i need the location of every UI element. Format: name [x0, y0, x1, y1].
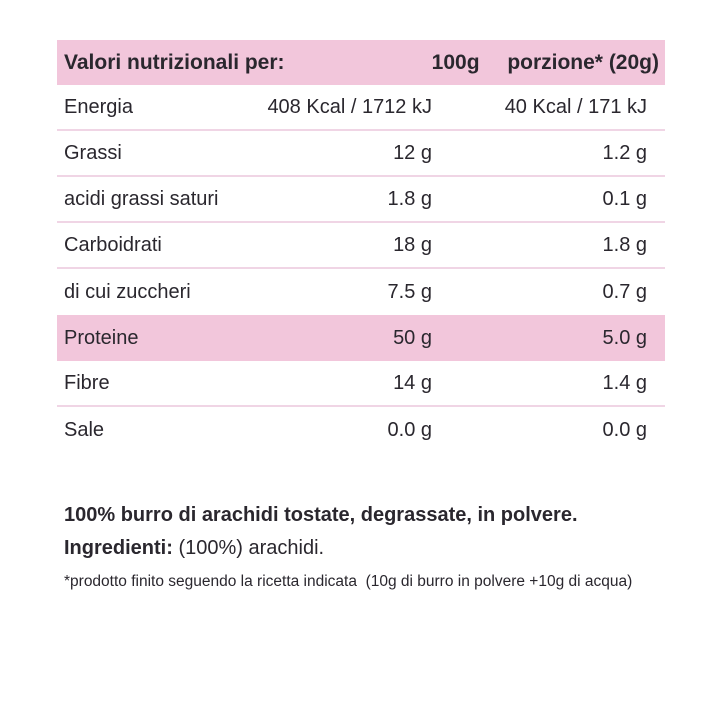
row-value-100g: 408 Kcal / 1712 kJ [267, 95, 432, 118]
row-label: Proteine [64, 326, 139, 349]
row-value-100g: 12 g [393, 141, 432, 164]
table-row-grassi-saturi: acidi grassi saturi 1.8 g 0.1 g [57, 177, 665, 223]
row-label: Fibre [64, 371, 110, 394]
row-value-100g: 50 g [393, 326, 432, 349]
row-value-100g: 1.8 g [387, 187, 432, 210]
row-label: Sale [64, 418, 105, 441]
row-value-portion: 1.4 g [602, 371, 647, 394]
table-row-fibre: Fibre 14 g 1.4 g [57, 361, 665, 407]
table-row-zuccheri: di cui zuccheri 7.5 g 0.7 g [57, 269, 665, 315]
row-value-portion: 40 Kcal / 171 kJ [504, 95, 647, 118]
nutrition-table: Valori nutrizionali per: 100g porzione* … [57, 40, 665, 453]
table-header-row: Valori nutrizionali per: 100g porzione* … [57, 40, 665, 85]
table-row-carboidrati: Carboidrati 18 g 1.8 g [57, 223, 665, 269]
row-value-portion: 1.8 g [602, 233, 647, 256]
row-value-100g: 7.5 g [387, 280, 432, 303]
row-label: Carboidrati [64, 233, 162, 256]
ingredients-value: (100%) arachidi. [178, 537, 325, 559]
row-label: Grassi [64, 141, 122, 164]
row-label: Energia [64, 95, 133, 118]
header-title: Valori nutrizionali per: [64, 50, 285, 74]
row-label: di cui zuccheri [64, 280, 191, 303]
table-row-sale: Sale 0.0 g 0.0 g [57, 407, 665, 453]
table-row-proteine: Proteine 50 g 5.0 g [57, 315, 665, 361]
row-value-100g: 14 g [393, 371, 432, 394]
portion-footnote: *prodotto finito seguendo la ricetta ind… [64, 573, 633, 590]
row-value-portion: 5.0 g [602, 326, 647, 349]
row-value-portion: 1.2 g [602, 141, 647, 164]
row-label: acidi grassi saturi [64, 187, 219, 210]
header-col-portion: porzione* (20g) [507, 50, 659, 74]
row-value-portion: 0.0 g [602, 418, 647, 441]
ingredients-label: Ingredienti: [64, 537, 173, 559]
label-footer: 100% burro di arachidi tostate, degrassa… [64, 499, 676, 592]
ingredients-line: Ingredienti: (100%) arachidi. [64, 532, 676, 565]
row-value-100g: 0.0 g [387, 418, 432, 441]
row-value-100g: 18 g [393, 233, 432, 256]
table-row-grassi: Grassi 12 g 1.2 g [57, 131, 665, 177]
product-claim: 100% burro di arachidi tostate, degrassa… [64, 504, 578, 526]
header-col-100g: 100g [431, 50, 480, 74]
row-value-portion: 0.1 g [602, 187, 647, 210]
row-value-portion: 0.7 g [602, 280, 647, 303]
table-row-energia: Energia 408 Kcal / 1712 kJ 40 Kcal / 171… [57, 85, 665, 131]
